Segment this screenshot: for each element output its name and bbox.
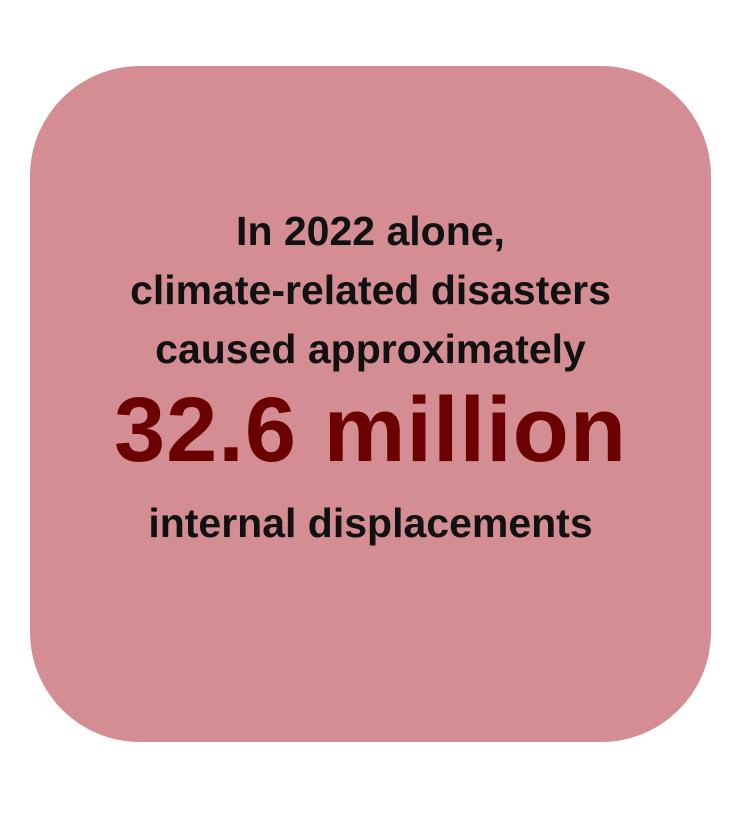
stat-text-block: In 2022 alone, climate-related disasters… <box>30 66 711 742</box>
cause-line: climate-related disasters <box>130 267 611 313</box>
approximation-line: caused approximately <box>155 326 586 372</box>
stat-card: In 2022 alone, climate-related disasters… <box>30 66 711 742</box>
highlight-number: 32.6 million <box>113 379 628 481</box>
outcome-line: internal displacements <box>148 500 593 546</box>
intro-line: In 2022 alone, <box>236 208 505 254</box>
